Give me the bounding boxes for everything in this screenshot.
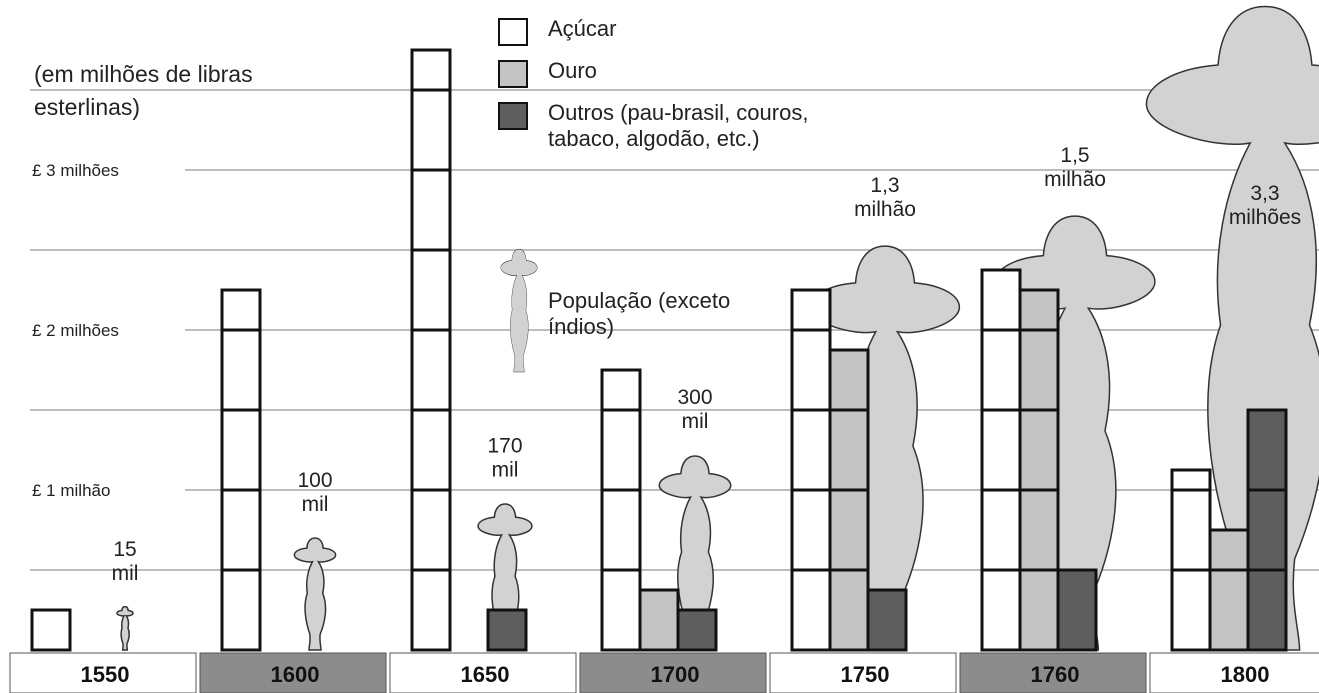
- bar: [678, 610, 716, 650]
- x-tick-label: 1800: [1221, 662, 1270, 687]
- bar: [1020, 290, 1058, 650]
- x-tick-label: 1700: [651, 662, 700, 687]
- legend-swatch: [498, 18, 528, 46]
- bar: [830, 350, 868, 650]
- bar: [868, 590, 906, 650]
- bar: [1248, 410, 1286, 650]
- bar: [792, 290, 830, 650]
- bar: [982, 270, 1020, 650]
- bar: [412, 50, 450, 650]
- legend-label: Ouro: [548, 58, 813, 84]
- bar: [1172, 470, 1210, 650]
- chart: £ 1 milhão £ 2 milhões £ 3 milhões 15mil 155…: [0, 0, 1319, 693]
- legend-label: Açúcar: [548, 16, 813, 42]
- bar: [32, 610, 70, 650]
- x-tick-label: 1760: [1031, 662, 1080, 687]
- x-tick-label: 1750: [841, 662, 890, 687]
- y-axis-label: (em milhões de libras esterlinas): [34, 58, 274, 124]
- bar: [640, 590, 678, 650]
- x-tick-label: 1550: [81, 662, 130, 687]
- y-tick-label: £ 2 milhões: [32, 321, 119, 340]
- bar: [222, 290, 260, 650]
- bar: [488, 610, 526, 650]
- legend-swatch: [498, 102, 528, 130]
- population-figure: [294, 538, 335, 650]
- bar: [602, 370, 640, 650]
- legend-label: Outros (pau-brasil, couros, tabaco, algo…: [548, 100, 813, 152]
- x-tick-label: 1600: [271, 662, 320, 687]
- bar: [1058, 570, 1096, 650]
- x-tick-label: 1650: [461, 662, 510, 687]
- y-tick-label: £ 1 milhão: [32, 481, 110, 500]
- bar: [1210, 530, 1248, 650]
- population-figure: [117, 607, 133, 650]
- legend-label: População (exceto índios): [548, 288, 768, 340]
- legend-figure: [500, 248, 540, 378]
- y-tick-label: £ 3 milhões: [32, 161, 119, 180]
- legend-swatch: [498, 60, 528, 88]
